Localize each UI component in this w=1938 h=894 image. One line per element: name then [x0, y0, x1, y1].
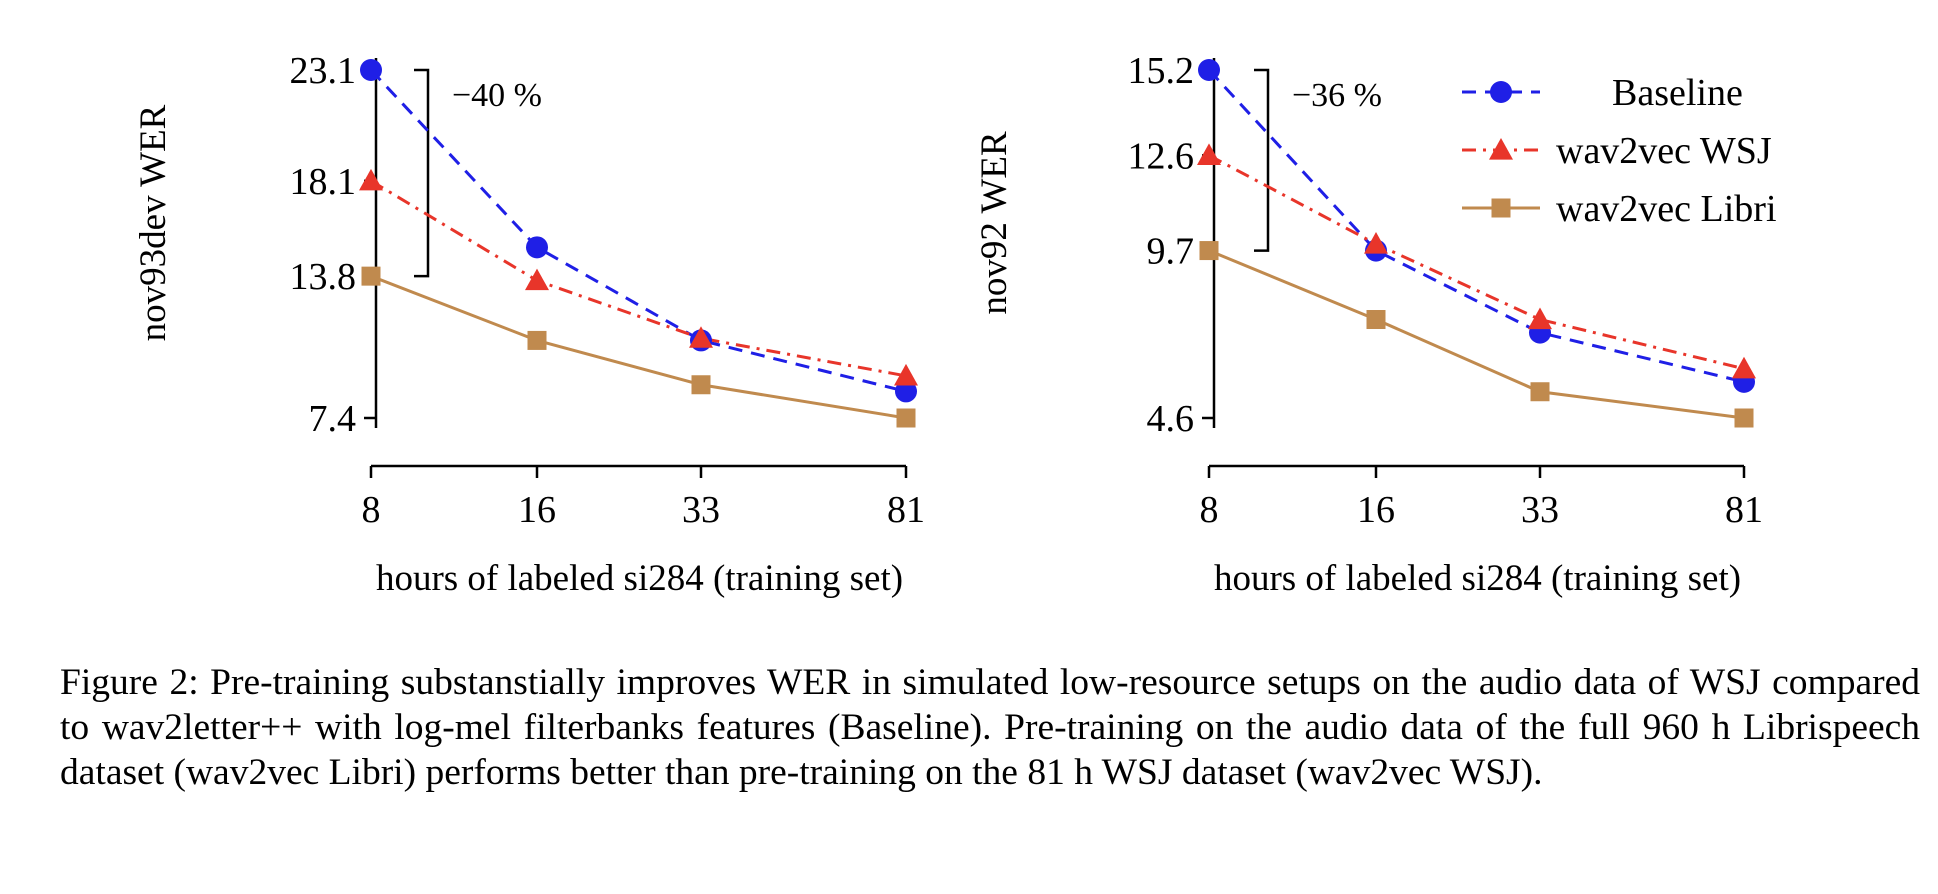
legend: Baseline wav2vec WSJ wav2vec Libri: [1462, 72, 1777, 230]
data-point-wav2vec-wsj: [1197, 143, 1221, 165]
data-point-baseline: [360, 59, 382, 81]
improvement-bracket: [1254, 68, 1270, 252]
data-point-wav2vec-wsj: [894, 363, 918, 386]
series-line-wav2vec-wsj: [370, 179, 907, 378]
data-point-wav2vec-libri: [1366, 310, 1386, 330]
y-tick-label: 13.8: [290, 256, 357, 298]
data-point-wav2vec-libri: [691, 375, 711, 395]
data-point-baseline: [1198, 59, 1220, 81]
chart-canvas: 7.4 13.8 18.1 23.1 8 16 33 81 hours of labeled s…: [133, 50, 1777, 599]
data-point-wav2vec-libri: [527, 330, 547, 350]
x-axis-title: hours of labeled si284 (training set): [1214, 558, 1741, 599]
y-axis-title: nov93dev WER: [133, 104, 174, 341]
improvement-bracket: [414, 68, 430, 278]
series-line-wav2vec-wsj: [1208, 154, 1745, 371]
figure: 7.4 13.8 18.1 23.1 8 16 33 81 hours of labeled s…: [133, 50, 1777, 599]
data-point-wav2vec-wsj: [1528, 307, 1552, 330]
improvement-label: −40 %: [452, 77, 542, 114]
legend-label: Baseline: [1612, 72, 1743, 114]
series-line-wav2vec-libri: [1208, 249, 1745, 420]
y-tick-label: 18.1: [290, 161, 357, 203]
legend-marker: [1491, 198, 1511, 218]
y-axis-title: nov92 WER: [974, 131, 1015, 315]
y-tick-label: 9.7: [1147, 231, 1195, 273]
y-tick-label: 4.6: [1147, 398, 1195, 440]
data-point-baseline: [526, 236, 548, 259]
x-axis-title: hours of labeled si284 (training set): [376, 558, 903, 599]
x-tick-label: 33: [1521, 489, 1559, 531]
y-tick-label: 7.4: [309, 398, 357, 440]
data-point-wav2vec-libri: [1199, 241, 1219, 261]
x-tick-label: 8: [362, 489, 381, 531]
legend-label: wav2vec Libri: [1556, 188, 1777, 230]
chart-panel-2: 4.6 9.7 12.6 15.2 8 16 33 81 hours of labeled si…: [974, 50, 1777, 599]
data-point-baseline: [895, 380, 917, 403]
chart-panel-1: 7.4 13.8 18.1 23.1 8 16 33 81 hours of labeled s…: [133, 50, 925, 599]
legend-label: wav2vec WSJ: [1556, 130, 1772, 172]
x-tick-label: 8: [1200, 489, 1219, 531]
data-point-wav2vec-wsj: [525, 268, 549, 291]
x-tick-label: 16: [1357, 489, 1395, 531]
data-point-wav2vec-libri: [896, 408, 916, 428]
series-line-wav2vec-libri: [370, 274, 907, 420]
data-point-wav2vec-libri: [361, 266, 381, 286]
data-point-wav2vec-wsj: [359, 168, 383, 191]
data-point-wav2vec-wsj: [1732, 356, 1756, 379]
data-point-wav2vec-wsj: [1364, 232, 1388, 254]
x-tick-label: 33: [682, 489, 720, 531]
y-tick-label: 23.1: [290, 50, 357, 92]
y-tick-label: 15.2: [1128, 50, 1195, 92]
figure-caption: Figure 2: Pre-training substanstially im…: [60, 662, 1920, 793]
legend-marker: [1489, 138, 1513, 160]
data-point-wav2vec-libri: [1734, 408, 1754, 428]
y-tick-label: 12.6: [1128, 135, 1195, 177]
x-tick-label: 16: [518, 489, 556, 531]
data-point-wav2vec-libri: [1530, 382, 1550, 402]
data-point-wav2vec-wsj: [689, 326, 713, 348]
series-line-baseline: [1207, 68, 1745, 384]
legend-marker: [1490, 81, 1512, 103]
improvement-label: −36 %: [1292, 77, 1382, 114]
series-line-baseline: [369, 68, 907, 393]
x-tick-label: 81: [887, 489, 925, 531]
x-tick-label: 81: [1725, 489, 1763, 531]
